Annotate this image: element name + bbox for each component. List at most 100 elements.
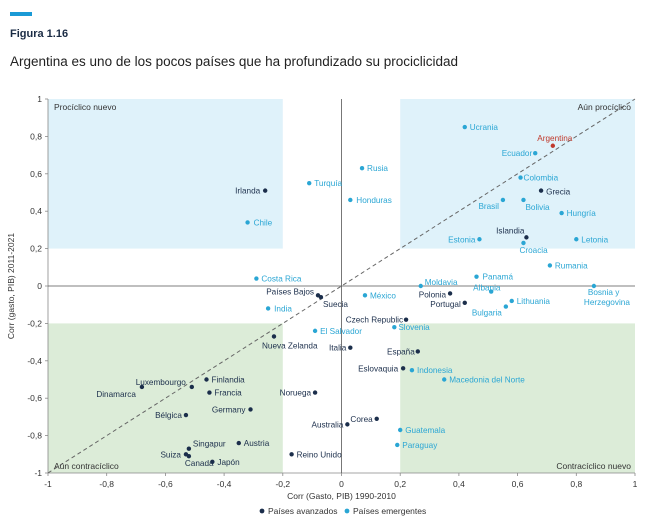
point-el-salvador [312, 328, 318, 334]
y-tick-label: 0,8 [30, 131, 42, 141]
point-label-ecuador: Ecuador [502, 149, 533, 158]
point-label-dinamarca: Dinamarca [96, 390, 136, 399]
point-hungria [559, 210, 564, 216]
y-tick-label: -1 [34, 468, 42, 478]
point-label-canada: Canadá [185, 459, 214, 468]
point-label-mexico: México [370, 291, 396, 300]
point-suecia [318, 295, 324, 300]
point-polonia [447, 291, 453, 296]
point-label-bolivia: Bolivia [525, 203, 550, 212]
point-austria [236, 440, 241, 446]
point-eslovaquia [400, 366, 406, 371]
point-label-estonia: Estonia [448, 235, 476, 244]
figure-label: Figura 1.16 [10, 28, 69, 40]
point-italia [348, 345, 353, 350]
point-japon [210, 459, 215, 464]
chart-title: Argentina es uno de los pocos países que… [10, 54, 459, 69]
point-label-australia: Australia [312, 420, 344, 429]
x-tick-label: -1 [44, 479, 52, 489]
point-label-czech-republic: Czech Republic [346, 316, 403, 325]
quadrant-label-bottom-right: Contracíclico nuevo [556, 461, 631, 471]
point-rumania [547, 263, 553, 268]
quadrant-top-left [48, 99, 283, 249]
point-espana [415, 349, 421, 354]
y-tick-label: 1 [37, 94, 42, 104]
point-costa-rica [254, 276, 259, 281]
legend-advanced-label: Países avanzados [268, 506, 337, 516]
point-germany [248, 407, 253, 412]
point-label-polonia: Polonia [419, 290, 447, 299]
point-label-honduras: Honduras [356, 196, 392, 205]
point-ucrania [462, 124, 467, 130]
x-tick-label: 1 [633, 479, 638, 489]
point-label-turquia: Turquía [314, 179, 342, 188]
x-tick-label: 0,6 [512, 479, 524, 489]
data-points [139, 124, 597, 464]
point-label-nueva-zelanda: Nueva Zelanda [262, 341, 318, 350]
y-axis-title: Corr (gasto, PIB) 2011-2021 [6, 233, 16, 339]
point-label-albania: Albania [473, 284, 501, 293]
point-dinamarca [139, 384, 145, 390]
point-honduras [348, 197, 353, 203]
point-luxembourgo [189, 384, 195, 390]
point-francia [207, 390, 212, 395]
point-corea [374, 416, 379, 421]
point-moldavia [418, 283, 423, 289]
point-singapur [186, 446, 192, 451]
quadrant-label-top-right: Aún procíclico [578, 102, 632, 112]
point-label-suiza: Suiza [160, 450, 181, 459]
point-label-francia: Francia [214, 389, 242, 398]
point-ecuador [533, 151, 538, 156]
point-label-finlandia: Finlandia [211, 376, 245, 385]
point-belgica [183, 412, 189, 418]
x-tick-label: 0,8 [570, 479, 582, 489]
x-tick-label: -0,6 [158, 479, 173, 489]
point-slovenia [392, 324, 397, 330]
point-label-slovenia: Slovenia [398, 323, 430, 332]
point-label-corea: Corea [350, 415, 373, 424]
point-labels: Ucrania Argentina Ecuador Rusia Colombia Turq… [96, 123, 630, 468]
point-mexico [362, 293, 368, 298]
point-label-croacia: Croacia [519, 246, 548, 255]
point-bosnia-y-herzegovina [591, 283, 597, 289]
point-label-guatemala: Guatemala [405, 426, 445, 435]
y-tick-label: -0,6 [27, 393, 42, 403]
point-label-singapur: Singapur [193, 440, 226, 449]
legend-emerging-marker [344, 508, 350, 514]
point-label-indonesia: Indonesia [417, 366, 453, 375]
point-noruega [312, 390, 318, 395]
point-brasil [500, 197, 506, 203]
point-label-espana: España [387, 347, 415, 356]
x-tick-label: 0 [339, 479, 344, 489]
point-rusia [359, 165, 365, 171]
point-label-islandia: Islandia [496, 226, 525, 235]
y-tick-label: 0,4 [30, 206, 42, 216]
point-croacia [521, 240, 526, 246]
point-panama [474, 274, 479, 279]
quadrant-backgrounds [48, 99, 635, 473]
point-label-costa-rica: Costa Rica [261, 275, 301, 284]
point-label-bulgaria: Bulgaria [472, 309, 502, 318]
y-tick-label: -0,2 [27, 318, 42, 328]
point-bolivia [521, 197, 526, 203]
legend-advanced-marker [259, 508, 265, 514]
point-label-reino-unido: Reino Unido [297, 450, 343, 459]
point-label-ucrania: Ucrania [470, 123, 499, 132]
point-czech-republic [403, 317, 409, 322]
legend: Países avanzados Países emergentes [259, 506, 426, 516]
point-label-lithuania: Lithuania [517, 297, 551, 306]
x-tick-label: -0,4 [217, 479, 232, 489]
point-finlandia [204, 377, 209, 382]
point-label-grecia: Grecia [546, 188, 571, 197]
point-letonia [574, 237, 579, 242]
y-tick-label: -0,4 [27, 356, 42, 366]
point-grecia [538, 188, 544, 193]
point-label-chile: Chile [254, 218, 273, 227]
x-tick-label: -0,8 [99, 479, 114, 489]
axes: -1 -0,8 -0,6 -0,4 -0,2 0 0,2 0,4 0,6 0,8 1 1 0,8 0,6 0… [6, 94, 638, 501]
y-tick-label: 0,6 [30, 169, 42, 179]
point-chile [245, 220, 250, 225]
point-bulgaria [503, 304, 509, 309]
point-nueva-zelanda [271, 334, 277, 339]
